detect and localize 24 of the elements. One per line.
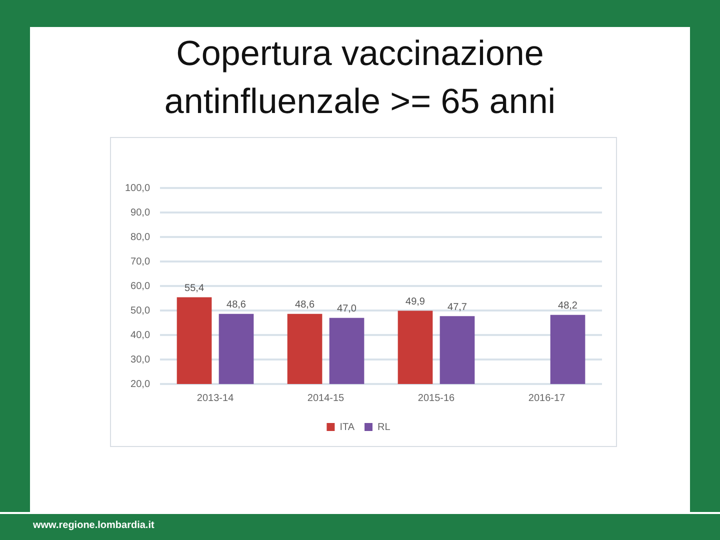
x-tick-label: 2013-14	[196, 392, 234, 404]
y-tick-label: 70,0	[130, 256, 150, 268]
data-label: 48,6	[295, 300, 315, 311]
data-label: 48,6	[226, 300, 246, 311]
data-label: 48,2	[558, 300, 578, 312]
text: www.regione.lombardia.it	[33, 520, 154, 531]
data-label: 47,7	[448, 302, 468, 313]
y-tick-label: 30,0	[130, 354, 150, 366]
y-tick-label: 90,0	[130, 207, 150, 218]
y-tick-label: 20,0	[130, 378, 150, 390]
x-tick-label: 2014-15	[307, 392, 345, 404]
y-tick-label: 40,0	[130, 330, 150, 341]
x-tick-label: 2015-16	[418, 392, 456, 404]
y-tick-label: 50,0	[130, 305, 150, 316]
legend-label: RL	[378, 422, 391, 433]
data-label: 55,4	[184, 283, 204, 294]
y-tick-label: 80,0	[130, 232, 150, 243]
legend-label: ITA	[340, 422, 355, 433]
y-tick-label: 60,0	[130, 280, 150, 292]
x-tick-label: 2016-17	[528, 392, 566, 404]
y-tick-label: 100,0	[124, 182, 150, 194]
chart-title: Copertura vaccinazione antinfluenzale >= 65 anni	[163, 33, 557, 123]
data-label: 47,0	[337, 304, 357, 315]
data-label: 49,9	[406, 296, 426, 308]
